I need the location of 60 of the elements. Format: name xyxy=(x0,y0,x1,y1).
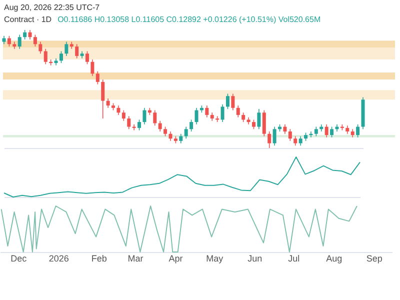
x-tick-label: Jun xyxy=(248,254,262,264)
x-tick-label: Mar xyxy=(128,254,144,264)
candlestick xyxy=(257,108,261,130)
candlestick xyxy=(190,119,194,132)
candlestick xyxy=(194,107,198,125)
text: O0.11686 H0.13058 L0.11605 C0.12892 +0.01226 (+10.51%) Vol520.65M xyxy=(58,15,321,24)
candlestick xyxy=(205,105,209,118)
candlestick xyxy=(122,110,126,122)
candlestick xyxy=(226,93,230,110)
candlestick xyxy=(153,110,157,126)
x-tick-label: Dec xyxy=(10,254,28,264)
candlestick xyxy=(90,59,94,76)
candlestick xyxy=(262,110,266,137)
x-tick-label: Aug xyxy=(326,254,342,264)
candlestick xyxy=(179,133,183,144)
candlestick xyxy=(75,44,79,59)
candlestick xyxy=(283,124,287,134)
candlestick xyxy=(127,116,131,130)
candlestick xyxy=(314,126,318,137)
x-tick-label: May xyxy=(206,254,224,264)
candlestick xyxy=(23,30,27,40)
candlestick xyxy=(168,131,172,142)
candlestick xyxy=(38,41,42,54)
candlestick xyxy=(106,98,110,108)
candlestick xyxy=(184,126,188,139)
candlestick xyxy=(356,124,360,138)
x-tick-label: Feb xyxy=(91,254,107,264)
candlestick xyxy=(298,136,302,146)
candlestick xyxy=(64,41,68,56)
x-tick-label: 2026 xyxy=(48,254,69,264)
candlestick xyxy=(231,93,235,111)
candlestick xyxy=(330,126,334,138)
candlestick xyxy=(164,126,168,137)
candlestick xyxy=(268,131,272,148)
candlestick xyxy=(242,112,246,122)
chart-subtitle: Contract · 1D xyxy=(4,15,52,24)
candlestick xyxy=(252,119,256,130)
candlestick xyxy=(220,104,224,122)
candlestick xyxy=(59,50,63,64)
candlestick xyxy=(272,126,276,146)
candlestick xyxy=(142,107,146,125)
candlestick xyxy=(324,124,328,138)
candlestick xyxy=(96,70,100,85)
candlestick xyxy=(116,105,120,116)
candlestick xyxy=(85,50,89,65)
candlestick xyxy=(236,105,240,118)
candlestick xyxy=(28,30,32,40)
candlestick xyxy=(158,120,162,132)
candlestick xyxy=(288,128,292,142)
x-tick-label: Jul xyxy=(288,254,300,264)
x-tick-label: Apr xyxy=(168,254,183,264)
candlestick xyxy=(101,79,105,119)
candlestick xyxy=(294,136,298,146)
candlestick xyxy=(7,36,11,47)
chart-title: Aug 20, 2026 22:35 UTC-7 xyxy=(4,2,101,14)
candlestick xyxy=(44,48,48,65)
candlestick xyxy=(18,34,22,50)
x-tick-label: Sep xyxy=(366,254,382,264)
candlestick xyxy=(138,119,142,131)
candlestick xyxy=(33,34,37,47)
